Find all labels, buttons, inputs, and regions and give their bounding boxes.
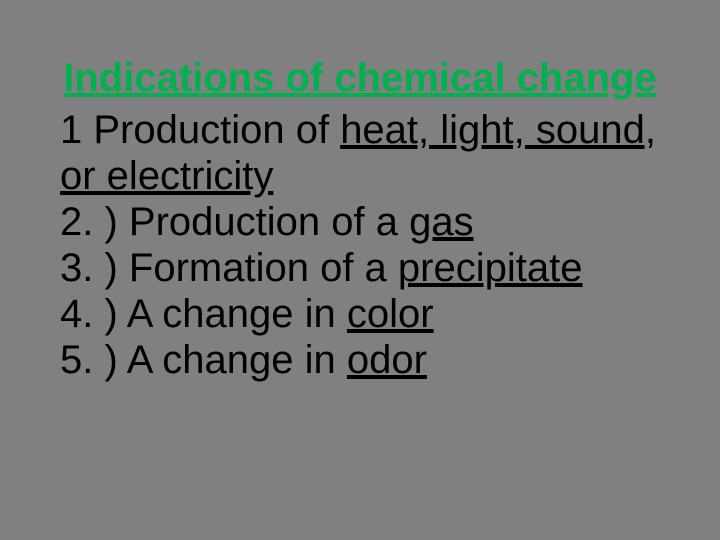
item-plain: Production of a [129, 200, 409, 244]
item-underlined: odor [347, 338, 427, 382]
item-prefix: 1 [60, 108, 93, 152]
item-plain: A change in [127, 292, 347, 336]
item-plain: Formation of a [129, 246, 398, 290]
item-underlined: color [347, 292, 434, 336]
list-item: 3. ) Formation of a precipitate [60, 245, 660, 291]
slide-title: Indications of chemical change [60, 55, 660, 101]
item-plain: A change in [127, 338, 347, 382]
item-prefix: 5. ) [60, 338, 127, 382]
list-item: 4. ) A change in color [60, 291, 660, 337]
item-prefix: 4. ) [60, 292, 127, 336]
item-underlined: precipitate [398, 246, 583, 290]
item-prefix: 2. ) [60, 200, 129, 244]
list-item: 1 Production of heat, light, sound, or e… [60, 107, 660, 199]
item-prefix: 3. ) [60, 246, 129, 290]
list-item: 5. ) A change in odor [60, 337, 660, 383]
slide-container: Indications of chemical change 1 Product… [0, 0, 720, 540]
list-item: 2. ) Production of a gas [60, 199, 660, 245]
slide-body: 1 Production of heat, light, sound, or e… [60, 107, 660, 383]
item-underlined: gas [409, 200, 474, 244]
item-plain: Production of [93, 108, 340, 152]
